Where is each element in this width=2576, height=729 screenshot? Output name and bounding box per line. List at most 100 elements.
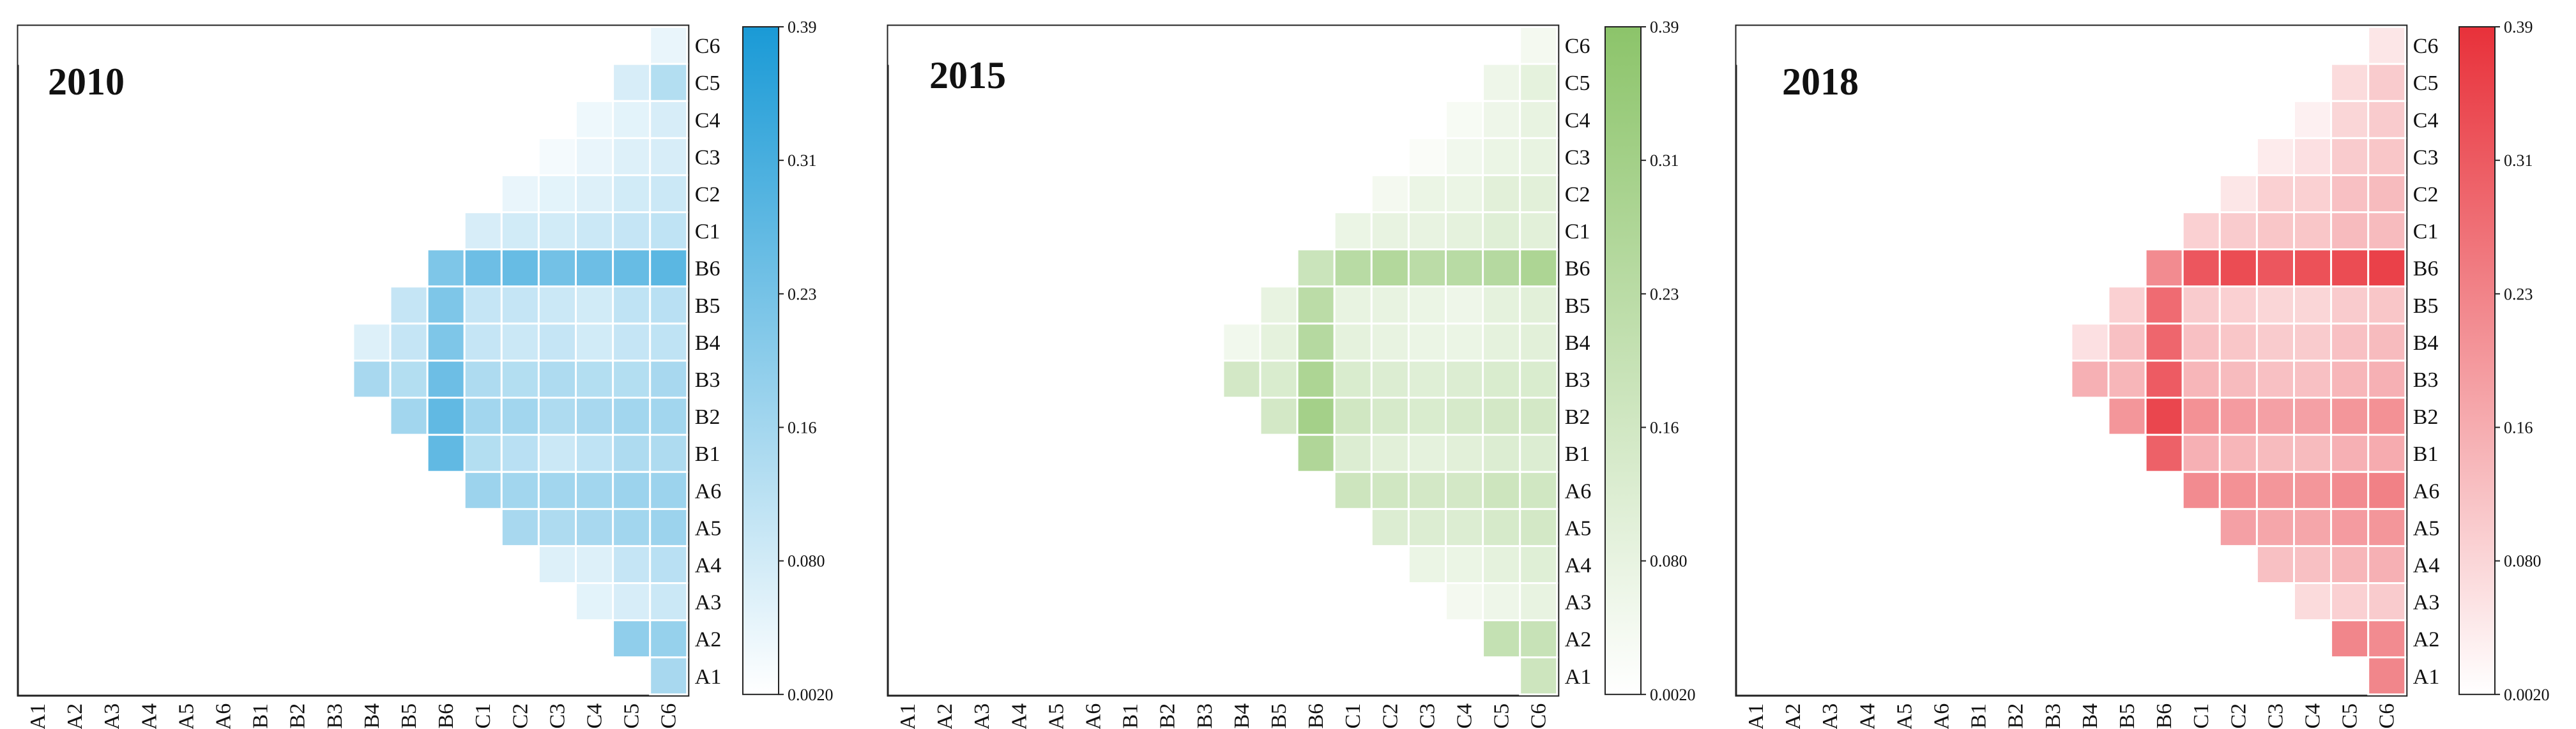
heatmap-cell bbox=[1111, 63, 1150, 102]
y-tick-label: A2 bbox=[1565, 628, 1592, 652]
heatmap-cell bbox=[612, 396, 652, 436]
heatmap-cell bbox=[575, 63, 614, 102]
heatmap-cell bbox=[389, 285, 429, 325]
heatmap-cell bbox=[2218, 100, 2258, 139]
heatmap-cell bbox=[2367, 100, 2407, 139]
colorbar-tick-label: 0.23 bbox=[788, 285, 817, 303]
heatmap-cell bbox=[2293, 285, 2333, 325]
heatmap-cell bbox=[1519, 656, 1559, 696]
heatmap-cell bbox=[1370, 322, 1410, 362]
y-tick-label: A3 bbox=[1565, 591, 1592, 615]
y-tick-label: C6 bbox=[2413, 34, 2439, 58]
heatmap-cell bbox=[2033, 137, 2073, 176]
heatmap-cell bbox=[2181, 322, 2221, 362]
heatmap-cell bbox=[1996, 211, 2036, 251]
heatmap-cell bbox=[612, 470, 652, 510]
heatmap-cell bbox=[999, 63, 1039, 102]
heatmap-cell bbox=[1222, 211, 1261, 251]
heatmap-cell bbox=[500, 26, 540, 65]
heatmap-cell bbox=[315, 174, 354, 213]
heatmap-cell bbox=[1185, 248, 1224, 288]
y-tick-label: B3 bbox=[1565, 368, 1590, 392]
heatmap-cell bbox=[1482, 26, 1521, 65]
heatmap-cell bbox=[1407, 359, 1447, 399]
y-tick-label: B3 bbox=[695, 368, 720, 392]
heatmap-cell bbox=[1922, 137, 1962, 176]
heatmap-cell bbox=[1884, 137, 1924, 176]
heatmap-cell bbox=[2144, 63, 2184, 102]
heatmap-cell bbox=[962, 26, 1002, 65]
heatmap-cell bbox=[1111, 174, 1150, 213]
x-tick-label: C1 bbox=[471, 703, 495, 729]
heatmap-cell bbox=[1036, 174, 1076, 213]
heatmap-cell bbox=[537, 285, 577, 325]
heatmap-cell bbox=[1296, 285, 1336, 325]
heatmap-cell bbox=[2367, 211, 2407, 251]
heatmap-cell bbox=[2330, 26, 2370, 65]
y-tick-label: C3 bbox=[695, 146, 720, 169]
heatmap-cell bbox=[612, 359, 652, 399]
heatmap-cell bbox=[426, 100, 466, 139]
heatmap-cell bbox=[426, 63, 466, 102]
x-tick-label: C1 bbox=[2190, 703, 2213, 729]
heatmap-cell bbox=[2144, 433, 2184, 473]
heatmap-cell bbox=[2144, 211, 2184, 251]
heatmap-cell bbox=[426, 322, 466, 362]
heatmap-cell bbox=[500, 433, 540, 473]
heatmap-cell bbox=[2293, 507, 2333, 547]
heatmap-cell bbox=[166, 174, 206, 213]
heatmap-cell bbox=[129, 137, 169, 176]
heatmap-cell bbox=[537, 211, 577, 251]
heatmap-cell bbox=[1222, 174, 1261, 213]
heatmap-cell bbox=[1185, 174, 1224, 213]
heatmap-cell bbox=[1519, 619, 1559, 659]
heatmap-cell bbox=[1445, 211, 1484, 251]
heatmap-cell bbox=[2255, 26, 2295, 65]
heatmap-cell bbox=[2218, 63, 2258, 102]
heatmap-cell bbox=[352, 211, 392, 251]
heatmap-cell bbox=[2181, 26, 2221, 65]
colorbar-tick-label: 0.16 bbox=[1650, 418, 1679, 437]
heatmap-cell bbox=[1519, 285, 1559, 325]
heatmap-cell bbox=[278, 137, 317, 176]
heatmap-cell bbox=[1333, 26, 1373, 65]
heatmap-cell bbox=[352, 63, 392, 102]
heatmap-cell bbox=[649, 63, 689, 102]
heatmap-cell bbox=[2033, 211, 2073, 251]
x-tick-label: B5 bbox=[397, 703, 421, 729]
panel-2010: A1 A2 A3 A4 A5 A6 B1 B2 B3 B4 B5 B6 C1 C2 C3 C4 C5 C6 A1 A2… bbox=[17, 18, 834, 729]
heatmap-cell bbox=[204, 137, 243, 176]
heatmap-cell bbox=[426, 211, 466, 251]
heatmap-cell bbox=[1884, 174, 1924, 213]
x-tick-label: B6 bbox=[1304, 703, 1328, 729]
x-tick-label: A3 bbox=[1818, 703, 1842, 729]
heatmap-cell bbox=[649, 322, 689, 362]
heatmap-cell bbox=[1185, 137, 1224, 176]
heatmap-cell bbox=[649, 470, 689, 510]
y-tick-label: B2 bbox=[1565, 405, 1590, 429]
heatmap-cell bbox=[1736, 26, 1776, 65]
heatmap-cell bbox=[1370, 359, 1410, 399]
heatmap-cell bbox=[1519, 26, 1559, 65]
heatmap-cell bbox=[1074, 137, 1113, 176]
heatmap-cell bbox=[962, 63, 1002, 102]
heatmap-cell bbox=[2330, 63, 2370, 102]
colorbar-tick-label: 0.080 bbox=[2504, 552, 2542, 571]
heatmap-cell bbox=[1445, 26, 1484, 65]
colorbar-tick-label: 0.39 bbox=[2504, 18, 2533, 36]
heatmap-cell bbox=[463, 433, 503, 473]
y-tick-label: A1 bbox=[2413, 665, 2440, 689]
heatmap-cell bbox=[2255, 137, 2295, 176]
heatmap-cell bbox=[500, 174, 540, 213]
heatmap-cell bbox=[1407, 137, 1447, 176]
x-tick-label: A2 bbox=[933, 703, 957, 729]
heatmap-cell bbox=[612, 619, 652, 659]
heatmap-cell bbox=[389, 211, 429, 251]
colorbar-tick-label: 0.31 bbox=[788, 151, 817, 170]
x-tick-label: B1 bbox=[1119, 703, 1143, 729]
heatmap-cell bbox=[1185, 26, 1224, 65]
y-tick-label: B1 bbox=[1565, 442, 1590, 466]
heatmap-cell bbox=[649, 396, 689, 436]
heatmap-cell bbox=[2070, 248, 2110, 288]
heatmap-cell bbox=[2330, 507, 2370, 547]
